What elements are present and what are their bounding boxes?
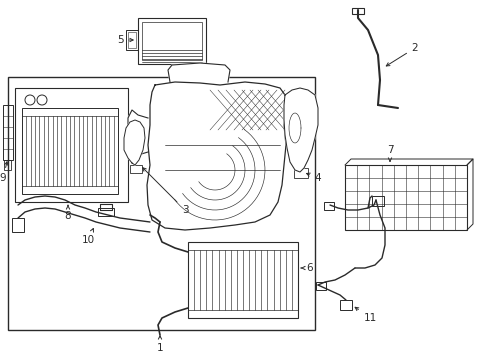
Bar [22,108,118,194]
Bar [15,88,128,202]
Bar [142,22,202,60]
Bar [130,165,142,173]
Text: 9: 9 [0,162,8,183]
Bar [324,202,334,210]
Bar [128,32,136,48]
Bar [316,282,326,290]
Text: 4: 4 [307,173,321,183]
Polygon shape [128,110,148,155]
Bar [294,168,308,178]
Text: 10: 10 [81,229,95,245]
Bar [3,105,13,160]
Text: 8: 8 [65,205,72,221]
Text: 5: 5 [117,35,133,45]
Text: 2: 2 [386,43,418,66]
Bar [340,300,352,310]
Bar [98,208,114,216]
Bar [4,160,11,170]
Bar [138,18,206,64]
Polygon shape [168,63,230,82]
Polygon shape [124,120,145,165]
Bar [188,242,298,318]
Text: 11: 11 [355,307,377,323]
Bar [352,8,364,14]
Text: 6: 6 [301,263,313,273]
Polygon shape [284,88,318,172]
Text: 7: 7 [387,145,393,161]
Polygon shape [147,82,287,230]
Bar [126,30,138,50]
Bar [345,165,467,230]
Bar [8,77,315,330]
Text: 3: 3 [143,168,188,215]
Bar [372,196,384,206]
Text: 1: 1 [157,336,163,353]
Bar [12,218,24,232]
